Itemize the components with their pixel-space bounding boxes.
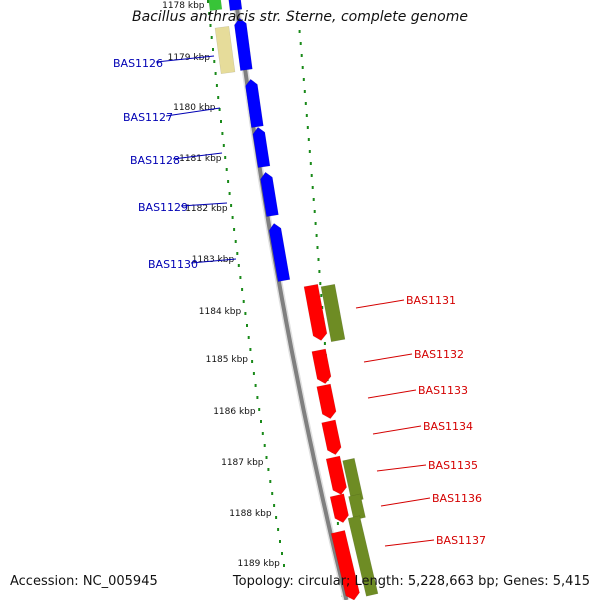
gene-arrow-BAS1129[interactable] bbox=[260, 171, 279, 217]
gene-arrow-BAS1133[interactable] bbox=[316, 383, 338, 420]
leader-line-BAS1129 bbox=[180, 202, 228, 207]
tick-label-2: 1179 kbp bbox=[168, 53, 211, 63]
leader-line-BAS1135 bbox=[376, 464, 427, 472]
gene-arrow-BAS1134[interactable] bbox=[321, 419, 343, 456]
tick-label-3: 1180 kbp bbox=[173, 103, 216, 113]
gene-label-BAS1126[interactable]: BAS1126 bbox=[113, 57, 163, 70]
gene-arrow-BAS1127[interactable] bbox=[245, 78, 264, 128]
leader-line-BAS1136 bbox=[380, 497, 431, 507]
leader-line-BAS1130 bbox=[190, 258, 237, 264]
gene-label-BAS1132[interactable]: BAS1132 bbox=[414, 348, 464, 361]
leader-line-BAS1137 bbox=[384, 539, 435, 547]
gene-arrow-BAS1126[interactable] bbox=[234, 17, 253, 71]
top-forward-gene[interactable] bbox=[227, 0, 243, 11]
gene-arrow-BAS1130[interactable] bbox=[268, 222, 291, 282]
gene-label-BAS1131[interactable]: BAS1131 bbox=[406, 294, 456, 307]
gene-label-BAS1128[interactable]: BAS1128 bbox=[130, 154, 180, 167]
gene-label-BAS1134[interactable]: BAS1134 bbox=[423, 420, 473, 433]
tick-label-4: 1181 kbp bbox=[179, 154, 222, 164]
leader-line-BAS1127 bbox=[165, 107, 221, 117]
gene-label-BAS1130[interactable]: BAS1130 bbox=[148, 258, 198, 271]
leader-line-BAS1128 bbox=[172, 152, 223, 160]
tick-label-9: 1186 kbp bbox=[213, 407, 256, 417]
gene-arrow-BAS1135[interactable] bbox=[325, 455, 348, 496]
inner-tick-ring bbox=[207, 0, 285, 567]
tick-label-6: 1183 kbp bbox=[192, 255, 235, 265]
reverse-feature-4[interactable] bbox=[347, 515, 379, 597]
reverse-feature-3[interactable] bbox=[348, 493, 366, 521]
gene-label-BAS1135[interactable]: BAS1135 bbox=[428, 459, 478, 472]
leader-line-BAS1126 bbox=[155, 55, 215, 63]
gene-label-BAS1129[interactable]: BAS1129 bbox=[138, 201, 188, 214]
gene-label-BAS1136[interactable]: BAS1136 bbox=[432, 492, 482, 505]
top-gene-strip[interactable] bbox=[207, 0, 223, 11]
gene-label-BAS1137[interactable]: BAS1137 bbox=[436, 534, 486, 547]
forward-feature-bar[interactable] bbox=[214, 25, 236, 75]
tick-label-7: 1184 kbp bbox=[199, 307, 242, 317]
gene-arrow-BAS1136[interactable] bbox=[329, 493, 350, 524]
gene-arrow-BAS1137[interactable] bbox=[330, 530, 361, 600]
gene-arrow-BAS1128[interactable] bbox=[252, 126, 271, 168]
reverse-feature-1[interactable] bbox=[320, 283, 346, 343]
leader-line-BAS1131 bbox=[355, 299, 405, 309]
leader-line-BAS1134 bbox=[372, 425, 422, 435]
tick-label-12: 1189 kbp bbox=[237, 559, 280, 569]
gene-label-BAS1127[interactable]: BAS1127 bbox=[123, 111, 173, 124]
gene-label-BAS1133[interactable]: BAS1133 bbox=[418, 384, 468, 397]
tick-label-5: 1182 kbp bbox=[185, 204, 228, 214]
genome-summary: Topology: circular; Length: 5,228,663 bp… bbox=[232, 574, 590, 589]
leader-line-BAS1133 bbox=[367, 389, 417, 399]
gene-arrow-BAS1131[interactable] bbox=[303, 283, 328, 342]
leader-line-BAS1132 bbox=[363, 353, 413, 363]
tick-label-8: 1185 kbp bbox=[206, 355, 249, 365]
tick-label-1: 1178 kbp bbox=[162, 1, 205, 11]
map-title: Bacillus anthracis str. Sterne, complete… bbox=[132, 9, 468, 25]
accession-label: Accession: NC_005945 bbox=[10, 574, 158, 589]
gene-arrow-BAS1132[interactable] bbox=[311, 348, 332, 385]
tick-label-10: 1187 kbp bbox=[221, 458, 264, 468]
tick-label-11: 1188 kbp bbox=[229, 509, 272, 519]
reverse-feature-2[interactable] bbox=[342, 457, 364, 503]
